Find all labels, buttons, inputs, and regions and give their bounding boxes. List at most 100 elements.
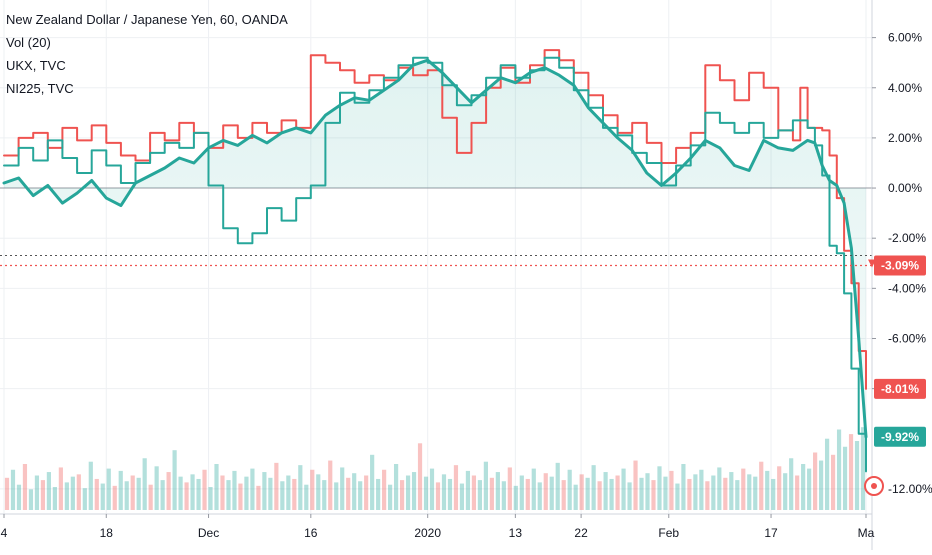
series-line-ukx xyxy=(3,49,867,390)
volume-bar xyxy=(4,477,10,510)
volume-bar xyxy=(64,482,69,510)
volume-bar xyxy=(100,483,105,510)
volume-bar xyxy=(10,469,16,510)
volume-bar xyxy=(651,480,656,510)
volume-bar xyxy=(465,470,471,510)
volume-bar xyxy=(789,458,794,510)
legend-compare-ukx[interactable]: UKX, TVC xyxy=(6,58,66,73)
volume-bar xyxy=(531,468,536,510)
volume-bar xyxy=(783,473,788,510)
volume-bar xyxy=(46,472,51,510)
volume-bar xyxy=(573,484,578,510)
legend-symbol[interactable]: New Zealand Dollar / Japanese Yen, 60, O… xyxy=(6,12,288,27)
volume-bar xyxy=(495,472,500,510)
volume-bar xyxy=(591,465,596,510)
volume-bar xyxy=(824,438,830,510)
volume-bar xyxy=(795,475,800,510)
volume-bar xyxy=(250,468,255,510)
x-tick-label: 4 xyxy=(1,526,8,540)
volume-bar xyxy=(627,482,632,510)
volume-bar xyxy=(238,483,243,510)
volume-bar xyxy=(58,467,63,510)
volume-bar xyxy=(459,483,465,510)
volume-bar xyxy=(232,470,237,510)
volume-bar xyxy=(226,480,231,510)
volume-bar xyxy=(447,478,453,510)
volume-bar xyxy=(178,476,183,510)
scroll-marker-dot-icon xyxy=(871,483,877,489)
volume-bar xyxy=(657,466,662,510)
volume-bar xyxy=(663,476,668,510)
volume-bar xyxy=(220,475,225,510)
volume-bar xyxy=(513,485,518,510)
volume-bar xyxy=(525,478,530,510)
volume-bar xyxy=(286,475,291,510)
volume-bar xyxy=(358,481,363,510)
grid-lines xyxy=(0,0,872,514)
volume-bar xyxy=(561,480,566,510)
volume-bar xyxy=(693,474,698,510)
volume-bar xyxy=(836,429,842,510)
volume-bar xyxy=(507,467,512,510)
volume-bar xyxy=(364,475,369,510)
volume-bar xyxy=(471,475,477,510)
volume-bar xyxy=(388,484,393,510)
volume-bar xyxy=(370,454,375,510)
legend-volume[interactable]: Vol (20) xyxy=(6,35,51,50)
volume-bar xyxy=(441,474,447,510)
price-label-nzdjpy: -9.92% xyxy=(881,430,919,444)
volume-bar xyxy=(340,467,345,510)
volume-bar xyxy=(759,461,764,510)
volume-bar xyxy=(537,482,542,510)
y-tick-label: -12.00% xyxy=(888,482,932,496)
volume-bar xyxy=(555,462,560,510)
volume-bar xyxy=(567,469,572,510)
area-fill xyxy=(4,60,866,437)
volume-bars xyxy=(4,427,866,510)
volume-bar xyxy=(435,482,441,510)
volume-bar xyxy=(747,474,752,510)
volume-bar xyxy=(148,484,153,510)
series-line-nzdjpy xyxy=(2,58,868,439)
volume-bar xyxy=(687,478,692,510)
volume-bar xyxy=(777,466,782,510)
volume-bar xyxy=(202,469,207,510)
volume-bar xyxy=(208,487,213,510)
volume-bar xyxy=(22,464,28,510)
volume-bar xyxy=(196,478,201,510)
volume-bar xyxy=(262,472,267,510)
volume-bar xyxy=(854,441,860,510)
volume-bar xyxy=(429,468,435,510)
x-tick-label: 22 xyxy=(574,526,588,540)
price-label-ukx-bg xyxy=(874,378,926,399)
volume-bar xyxy=(124,481,129,510)
volume-bar xyxy=(801,464,806,510)
volume-bar xyxy=(16,484,22,510)
volume-bar xyxy=(603,472,608,510)
x-tick-label: 13 xyxy=(509,526,523,540)
volume-bar xyxy=(807,468,812,510)
reference-lines xyxy=(0,254,872,267)
volume-bar xyxy=(753,476,758,510)
legend-compare-ni225[interactable]: NI225, TVC xyxy=(6,81,74,96)
volume-bar xyxy=(352,473,357,510)
series-line-ni225 xyxy=(3,56,867,473)
volume-bar xyxy=(346,477,351,510)
volume-bar xyxy=(669,470,674,510)
volume-bar xyxy=(645,473,650,510)
volume-bar xyxy=(483,461,488,510)
volume-bar xyxy=(70,476,75,510)
x-tick-label: 16 xyxy=(304,526,318,540)
volume-bar xyxy=(310,469,315,510)
volume-bar xyxy=(316,474,321,510)
volume-bar xyxy=(34,475,40,510)
volume-bar xyxy=(405,475,411,510)
volume-bar xyxy=(334,482,339,510)
volume-bar xyxy=(705,481,710,510)
y-tick-label: -2.00% xyxy=(888,231,926,245)
volume-bar xyxy=(40,480,46,510)
volume-bar xyxy=(328,460,333,510)
